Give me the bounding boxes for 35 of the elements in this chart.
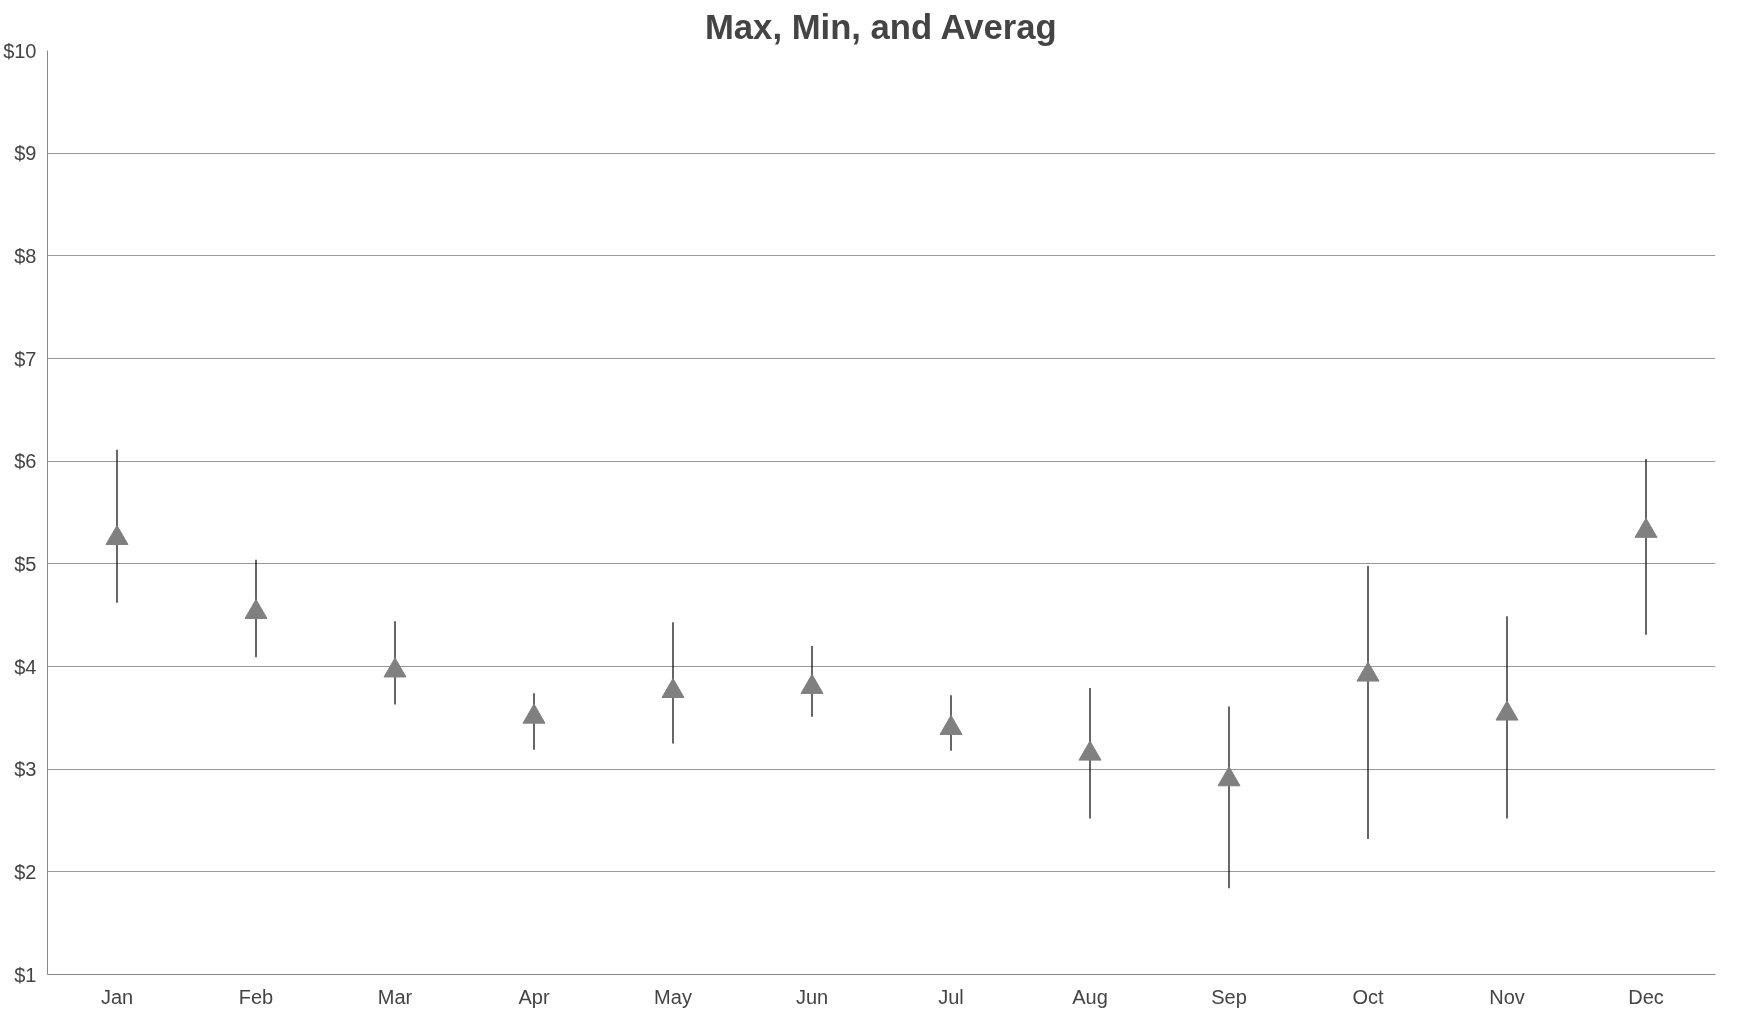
x-tick-label: Jul bbox=[938, 985, 964, 1008]
x-tick-label: Sep bbox=[1211, 985, 1247, 1008]
y-tick-label: $2 bbox=[14, 860, 37, 883]
y-tick-label: $7 bbox=[14, 347, 37, 370]
x-tick-label: Apr bbox=[518, 985, 550, 1008]
y-tick-label: $6 bbox=[14, 450, 37, 473]
x-tick-label: Jun bbox=[795, 985, 829, 1008]
point bbox=[383, 657, 407, 678]
chart-title: Max, Min, and Averag bbox=[704, 7, 1057, 46]
x-tick-label: Aug bbox=[1072, 985, 1108, 1008]
x-tick-label: Nov bbox=[1489, 985, 1525, 1008]
point bbox=[939, 714, 963, 735]
point bbox=[1356, 661, 1380, 682]
point bbox=[1634, 517, 1658, 538]
y-tick-label: $9 bbox=[14, 142, 37, 165]
point bbox=[1217, 766, 1241, 787]
x-tick-label: May bbox=[654, 985, 692, 1008]
x-tick-label: Feb bbox=[238, 985, 274, 1008]
y-tick-label: $8 bbox=[14, 244, 37, 267]
point bbox=[1078, 740, 1102, 761]
point bbox=[105, 524, 129, 546]
point bbox=[1495, 700, 1519, 721]
y-tick-label: $5 bbox=[14, 552, 37, 575]
point bbox=[661, 677, 685, 698]
point bbox=[522, 703, 546, 724]
y-tick-label: $10 bbox=[3, 39, 37, 62]
x-tick-label: Oct bbox=[1352, 985, 1384, 1008]
point bbox=[800, 673, 824, 694]
x-tick-label: Jan bbox=[100, 985, 134, 1008]
point bbox=[244, 598, 268, 619]
y-tick-label: $1 bbox=[14, 963, 37, 986]
x-tick-label: Mar bbox=[377, 985, 413, 1008]
y-tick-label: $4 bbox=[14, 655, 37, 678]
x-tick-label: Dec bbox=[1628, 985, 1664, 1008]
y-tick-label: $3 bbox=[14, 758, 37, 781]
